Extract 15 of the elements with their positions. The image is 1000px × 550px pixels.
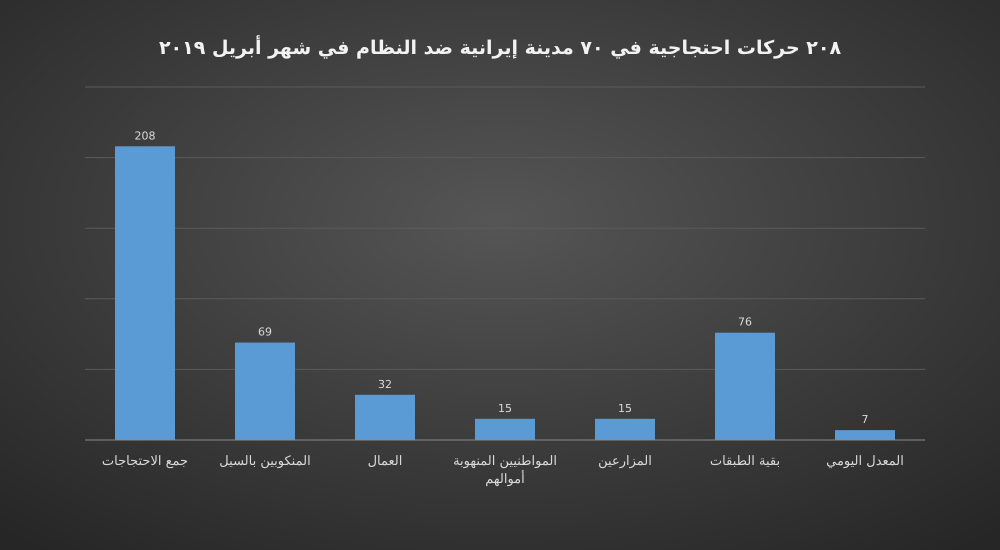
x-tick-label: بقية الطبقات — [710, 454, 780, 469]
x-tick-label: المزارعين — [598, 454, 652, 469]
data-label: 208 — [134, 129, 156, 142]
data-label: 15 — [618, 402, 632, 415]
data-label: 32 — [378, 378, 392, 391]
data-label: 15 — [498, 402, 512, 415]
x-tick-label: المعدل اليومي — [826, 454, 904, 469]
chart-title: ٢٠٨ حركات احتجاجية في ٧٠ مدينة إيرانية ضد النظام في شهر أبريل ٢٠١٩ — [158, 35, 842, 59]
x-tick-label: العمال — [368, 454, 402, 469]
x-tick-label: المنكوبين بالسيل — [219, 454, 311, 469]
x-tick-label: المواطنيين المنهوبة أموالهم — [453, 454, 557, 487]
x-tick-label: جمع الاحتجاجات — [102, 454, 188, 469]
data-label: 69 — [258, 326, 272, 339]
data-label: 76 — [738, 316, 752, 329]
data-label: 7 — [862, 413, 868, 426]
